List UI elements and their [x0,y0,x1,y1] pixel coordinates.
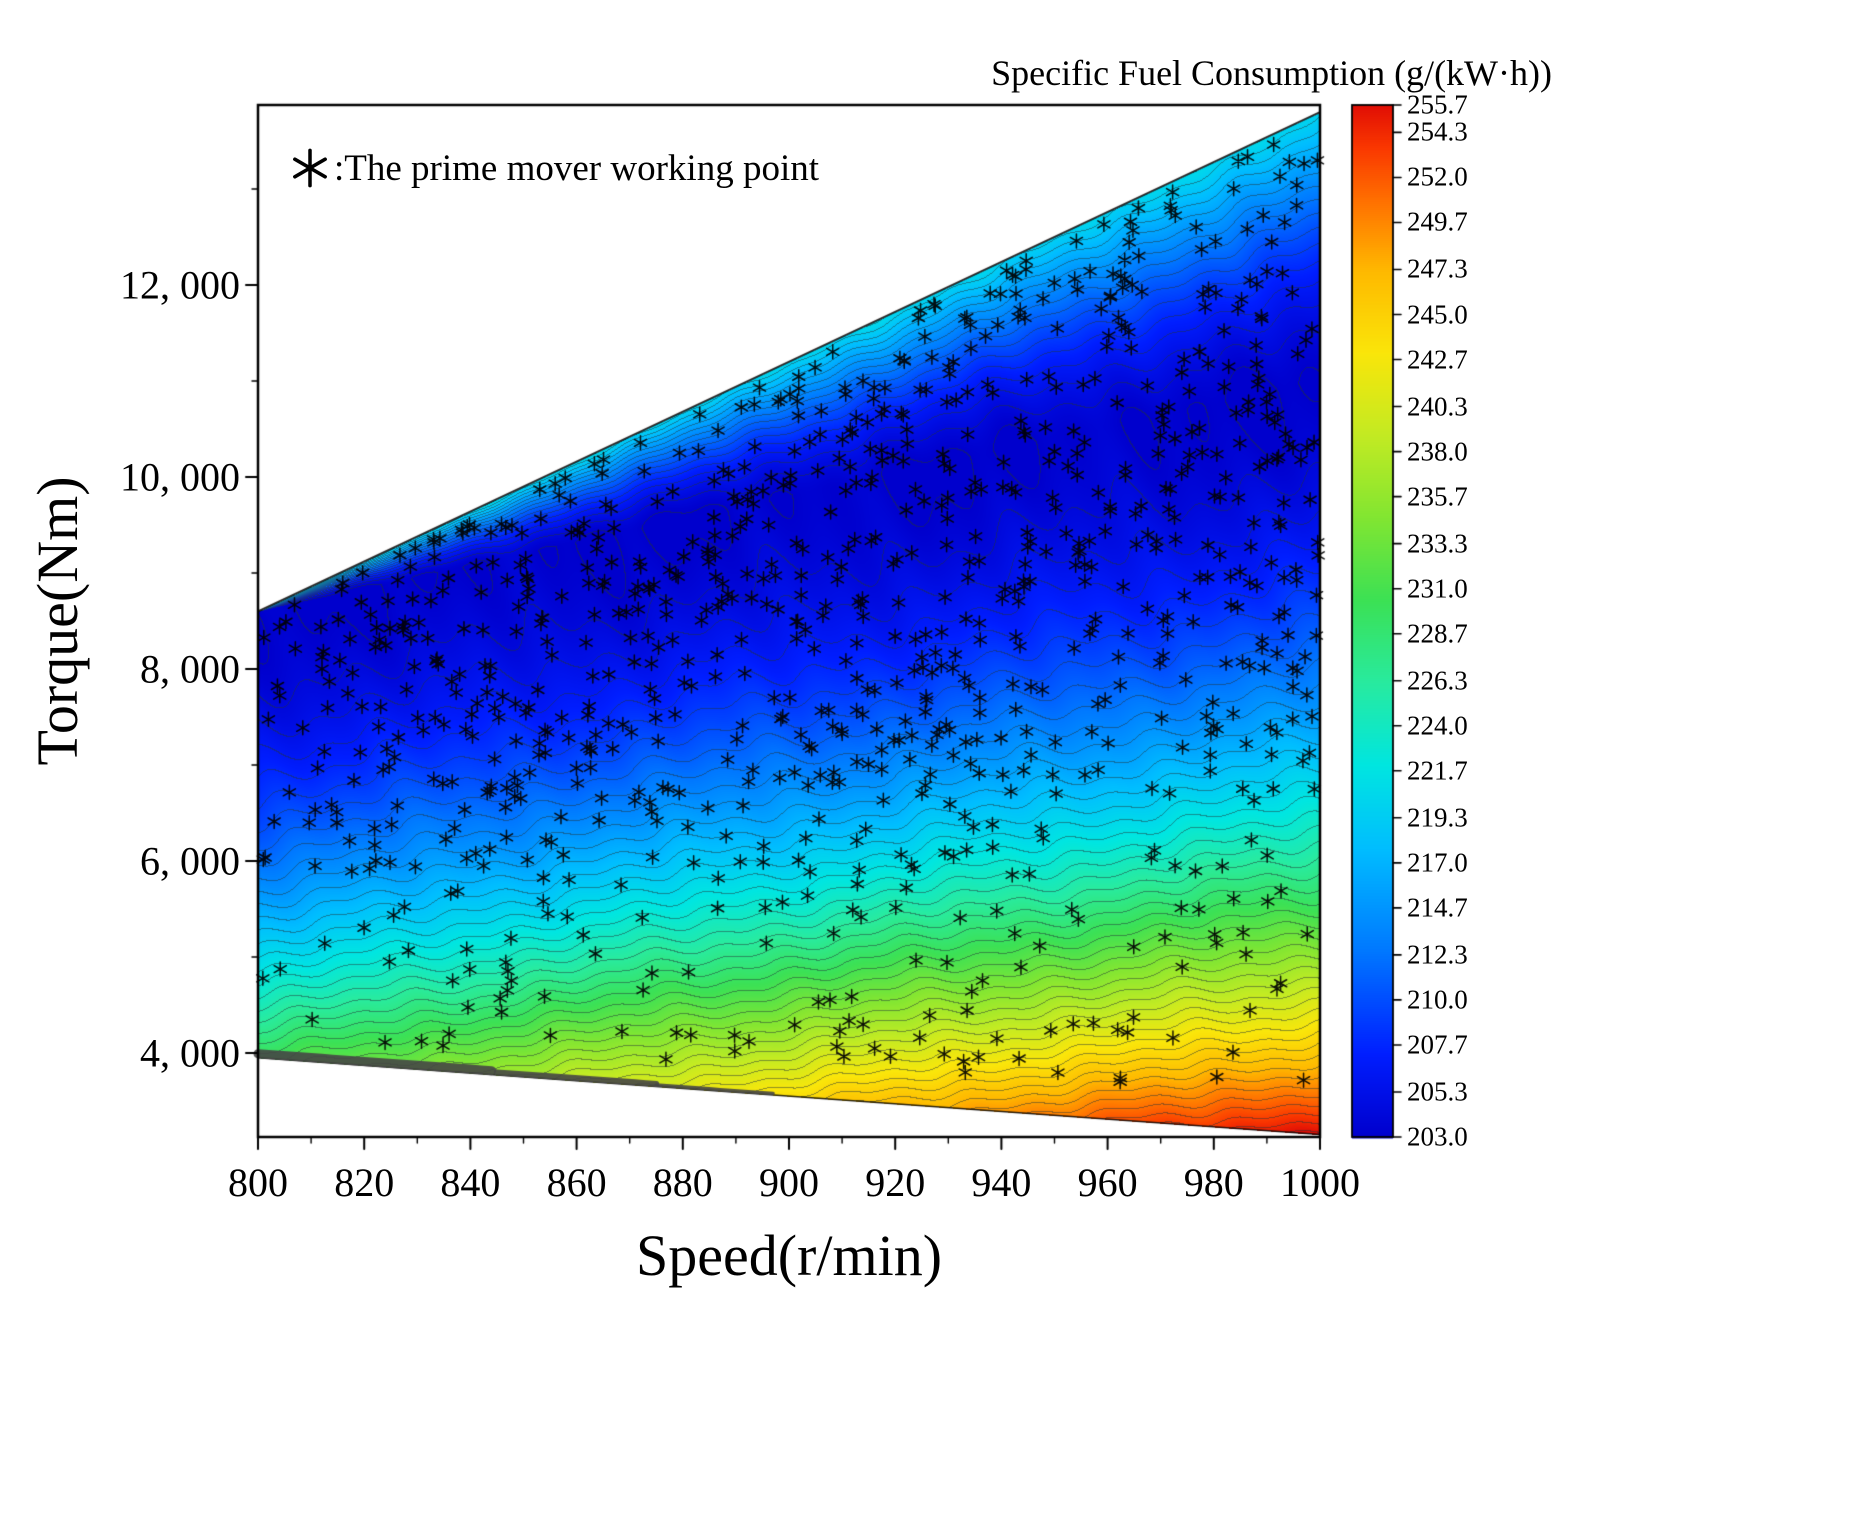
colorbar-tick-label: 217.0 [1407,847,1468,878]
colorbar-tick-label: 212.3 [1407,939,1468,970]
x-tick-label: 860 [546,1160,607,1205]
colorbar-tick-label: 224.0 [1407,710,1468,741]
x-tick-label: 1000 [1280,1160,1360,1205]
colorbar-tick-label: 235.7 [1407,481,1468,512]
colorbar-tick-label: 231.0 [1407,573,1468,604]
colorbar-tick-label: 207.7 [1407,1029,1468,1060]
colorbar-tick-label: 205.3 [1407,1076,1468,1107]
colorbar-tick-label: 203.0 [1407,1121,1468,1152]
colorbar-tick-label: 255.7 [1407,89,1468,120]
y-tick-label: 6, 000 [140,838,240,884]
y-tick-label: 10, 000 [120,454,240,500]
y-axis-title: Torque(Nm) [25,476,90,766]
asterisk-marker-icon [293,148,327,188]
x-tick-label: 980 [1183,1160,1244,1205]
y-tick-label: 12, 000 [120,262,240,308]
colorbar-tick-label: 254.3 [1407,116,1468,147]
colorbar-tick-label: 219.3 [1407,802,1468,833]
x-tick-label: 960 [1077,1160,1138,1205]
x-tick-label: 800 [228,1160,288,1205]
colorbar-tick-label: 233.3 [1407,528,1468,559]
colorbar-tick-label: 240.3 [1407,391,1468,422]
legend-label: :The prime mover working point [334,147,820,189]
colorbar-tick-label: 226.3 [1407,665,1468,696]
colorbar-tick-label: 247.3 [1407,253,1468,284]
colorbar-tick-label: 245.0 [1407,299,1468,330]
x-tick-label: 880 [652,1160,713,1205]
colorbar-tick-label: 214.7 [1407,892,1468,923]
colorbar-tick-label: 210.0 [1407,984,1468,1015]
x-tick-label: 900 [759,1160,819,1205]
colorbar-title: Specific Fuel Consumption (g/(kW·h)) [991,53,1552,93]
x-axis-title: Speed(r/min) [635,1223,943,1288]
x-tick-label: 920 [865,1160,926,1205]
legend: :The prime mover working point [288,146,819,190]
colorbar-tick-label: 249.7 [1407,206,1468,237]
colorbar-tick-label: 221.7 [1407,755,1468,786]
y-tick-label: 8, 000 [140,646,240,692]
y-tick-label: 4, 000 [140,1030,240,1076]
colorbar-tick-label: 228.7 [1407,618,1468,649]
colorbar-tick-label: 242.7 [1407,344,1468,375]
x-tick-label: 820 [334,1160,395,1205]
colorbar-tick-label: 252.0 [1407,161,1468,192]
colorbar-tick-label: 238.0 [1407,436,1468,467]
x-tick-label: 840 [440,1160,501,1205]
x-tick-label: 940 [971,1160,1032,1205]
